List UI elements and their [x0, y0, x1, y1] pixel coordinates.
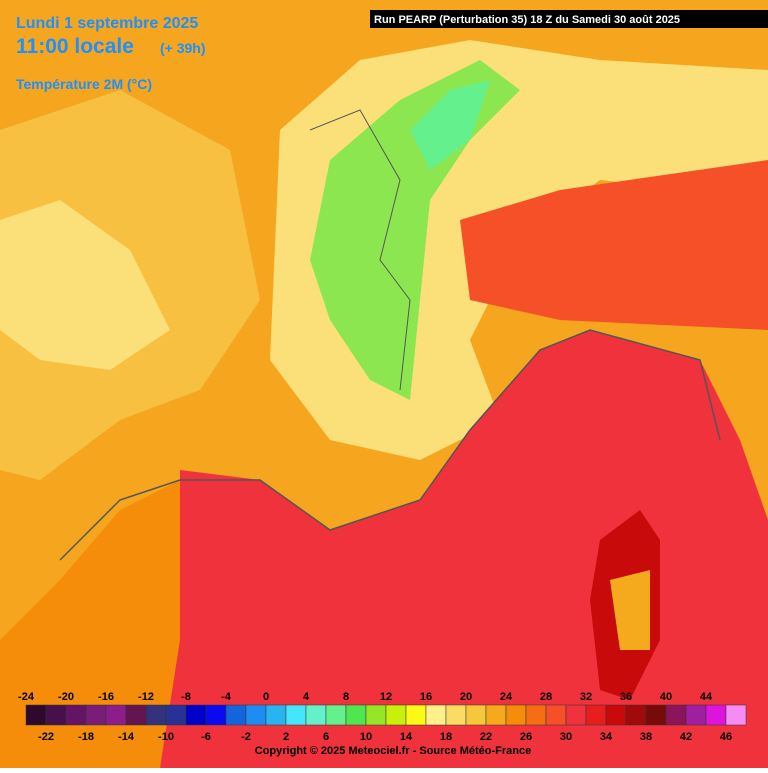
coastline [59, 329, 721, 561]
legend-swatch [145, 704, 167, 726]
legend-swatch [545, 704, 567, 726]
legend-swatch [465, 704, 487, 726]
legend-label: 4 [303, 691, 310, 703]
legend-swatch [125, 704, 147, 726]
legend-label: 8 [343, 691, 349, 703]
legend-label: -6 [201, 731, 211, 743]
legend-label: 22 [480, 731, 492, 743]
legend-label: 24 [500, 691, 513, 703]
legend-label: 6 [323, 731, 329, 743]
legend-swatch [265, 704, 287, 726]
legend-label: -14 [118, 731, 135, 743]
legend-label: 44 [700, 691, 713, 703]
legend-label: -10 [158, 731, 174, 743]
border [309, 109, 411, 391]
legend-label: -4 [221, 691, 232, 703]
legend-swatch [305, 704, 327, 726]
legend-swatch [105, 704, 127, 726]
legend-swatch [665, 704, 687, 726]
legend-label: 12 [380, 691, 392, 703]
alps-zone [310, 60, 520, 400]
legend-swatch [525, 704, 547, 726]
legend-swatch [725, 704, 747, 726]
legend-swatch [605, 704, 627, 726]
legend-swatch [645, 704, 667, 726]
legend-label: -12 [138, 691, 154, 703]
legend-swatch [325, 704, 347, 726]
legend-label: 36 [620, 691, 632, 703]
legend-label: 26 [520, 731, 532, 743]
legend-label: -8 [181, 691, 191, 703]
legend-swatch [45, 704, 67, 726]
copyright: Copyright © 2025 Meteociel.fr - Source M… [255, 745, 531, 757]
run-info: Run PEARP (Perturbation 35) 18 Z du Same… [374, 14, 680, 26]
corsica-relief [610, 570, 650, 650]
legend-swatch [685, 704, 707, 726]
legend-label: -2 [241, 731, 251, 743]
legend-swatch [345, 704, 367, 726]
legend-label: 38 [640, 731, 652, 743]
offset: (+ 39h) [160, 40, 206, 56]
legend-swatch [405, 704, 427, 726]
legend-label: -18 [78, 731, 94, 743]
legend-swatch [85, 704, 107, 726]
legend-label: 46 [720, 731, 732, 743]
legend-swatch [65, 704, 87, 726]
legend-label: -24 [18, 691, 35, 703]
legend-swatch [225, 704, 247, 726]
time: 11:00 locale [16, 35, 134, 58]
legend-swatch [445, 704, 467, 726]
legend-swatch [205, 704, 227, 726]
legend-label: 18 [440, 731, 452, 743]
legend-label: 16 [420, 691, 432, 703]
legend-swatch [625, 704, 647, 726]
legend-label: 28 [540, 691, 552, 703]
legend-swatch [565, 704, 587, 726]
legend-label: 2 [283, 731, 289, 743]
legend-label: 0 [263, 691, 269, 703]
legend-swatch [485, 704, 507, 726]
legend-label: 30 [560, 731, 572, 743]
legend-label: -16 [98, 691, 114, 703]
legend-swatch [185, 704, 207, 726]
legend-swatch [25, 704, 47, 726]
date: Lundi 1 septembre 2025 [16, 15, 198, 32]
legend-swatch [425, 704, 447, 726]
legend-swatch [385, 704, 407, 726]
alps-zone [410, 80, 490, 170]
warm-zone [460, 160, 768, 330]
mild-zone [0, 200, 170, 370]
variable: Température 2M (°C) [16, 76, 152, 92]
legend-label: 32 [580, 691, 592, 703]
legend-label: 20 [460, 691, 472, 703]
legend-label: 40 [660, 691, 672, 703]
legend-swatch [365, 704, 387, 726]
legend-label: 42 [680, 731, 692, 743]
legend-swatch [165, 704, 187, 726]
coast-zone [0, 480, 180, 768]
run-banner [370, 10, 768, 28]
legend-swatch [505, 704, 527, 726]
legend-swatch [705, 704, 727, 726]
legend-label: -22 [38, 731, 54, 743]
legend-swatch [585, 704, 607, 726]
legend-label: 14 [400, 731, 413, 743]
legend-label: -20 [58, 691, 74, 703]
legend-label: 34 [600, 731, 613, 743]
legend-swatch [285, 704, 307, 726]
legend-swatch [245, 704, 267, 726]
legend-label: 10 [360, 731, 372, 743]
